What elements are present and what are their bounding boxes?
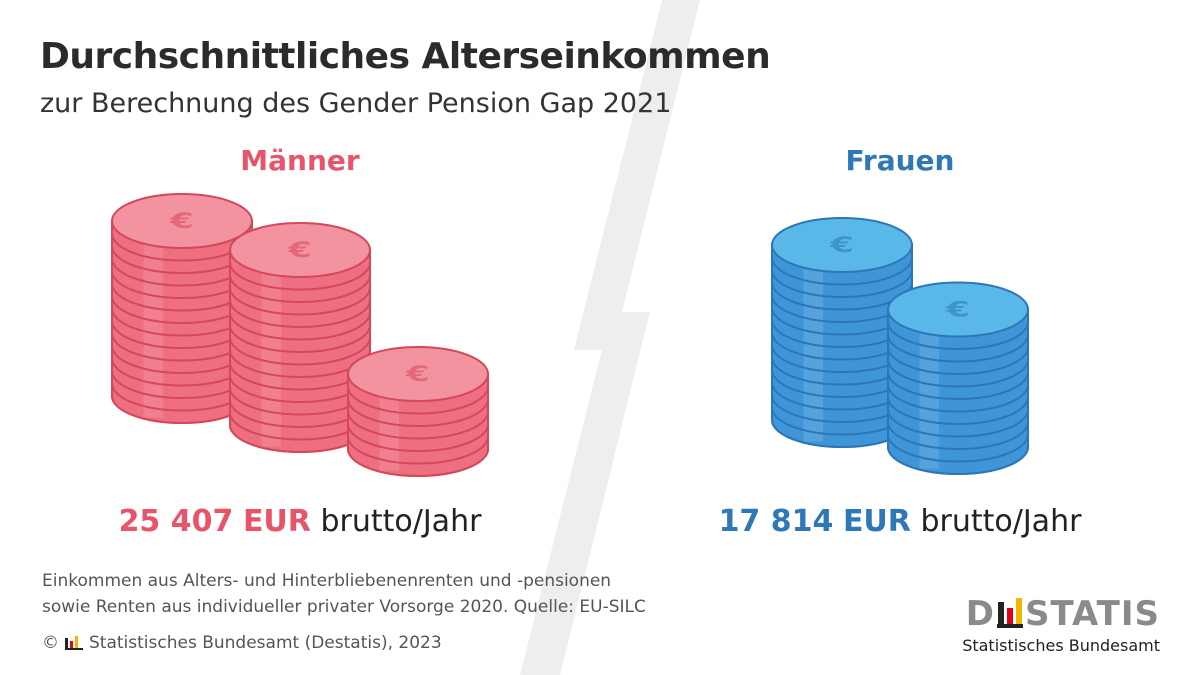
copyright-text: Statistisches Bundesamt (Destatis), 2023 bbox=[89, 633, 442, 653]
category-label-men: Männer bbox=[240, 144, 360, 177]
coin-edge-line bbox=[887, 446, 1029, 475]
chart-subtitle: zur Berechnung des Gender Pension Gap 20… bbox=[40, 88, 672, 119]
coin-edge-line bbox=[229, 299, 371, 328]
coin-top-face bbox=[887, 281, 1029, 338]
coin-edge-line bbox=[887, 421, 1029, 450]
value-number-women: 17 814 bbox=[718, 504, 834, 539]
logo-tagline: Statistisches Bundesamt bbox=[962, 636, 1160, 655]
destatis-logo: D STATIS Statistisches Bundesamt bbox=[950, 596, 1160, 655]
coin-top-face bbox=[111, 193, 253, 249]
value-unit-women: EUR bbox=[842, 504, 911, 539]
euro-coin-icon: € bbox=[287, 237, 312, 262]
destatis-wordmark: D STATIS bbox=[950, 596, 1160, 632]
chart-title: Durchschnittliches Alterseinkommen bbox=[40, 36, 771, 77]
coin-group-women: €€ bbox=[771, 217, 1029, 475]
coin-edge-line bbox=[229, 262, 371, 291]
category-label-women: Frauen bbox=[845, 144, 955, 177]
coin-edge-line bbox=[887, 346, 1029, 375]
coin-edge-line bbox=[347, 398, 489, 427]
coin-edge-line bbox=[771, 257, 913, 286]
footnote-line-1: Einkommen aus Alters- und Hinterbliebene… bbox=[42, 571, 612, 591]
value-label-men: 25 407 EUR brutto/Jahr bbox=[20, 504, 580, 539]
coin-stack-women-1: € bbox=[771, 217, 913, 448]
wordmark-end: STATIS bbox=[1024, 594, 1160, 634]
copyright-line: © Statistisches Bundesamt (Destatis), 20… bbox=[42, 633, 442, 653]
coin-edge-line bbox=[347, 436, 489, 465]
footnote-line-2: sowie Renten aus individueller privater … bbox=[42, 597, 646, 617]
coin-stack-men-3: € bbox=[347, 346, 489, 477]
coin-stack-women-2: € bbox=[887, 281, 1029, 475]
coin-top-face bbox=[347, 346, 489, 402]
coin-edge-line bbox=[887, 359, 1029, 388]
coin-stack-highlight bbox=[919, 309, 940, 469]
coin-edge-line bbox=[887, 434, 1029, 463]
coin-edge-line bbox=[887, 396, 1029, 425]
coin-edge-line bbox=[347, 386, 489, 415]
value-suffix-men: brutto/Jahr bbox=[320, 504, 482, 539]
coin-edge-line bbox=[347, 411, 489, 440]
source-footnote: Einkommen aus Alters- und Hinterbliebene… bbox=[42, 568, 646, 620]
destatis-mark-icon bbox=[65, 636, 83, 650]
coin-stack-men-2: € bbox=[229, 222, 371, 453]
value-suffix-women: brutto/Jahr bbox=[920, 504, 1082, 539]
coin-edge-line bbox=[887, 321, 1029, 350]
destatis-bars-icon bbox=[996, 598, 1023, 628]
coin-top-face bbox=[771, 217, 913, 273]
coin-edge-line bbox=[347, 423, 489, 452]
value-unit-men: EUR bbox=[242, 504, 311, 539]
copyright-symbol: © bbox=[42, 633, 59, 653]
wordmark-start: D bbox=[965, 594, 995, 634]
coin-edge-line bbox=[229, 274, 371, 303]
coin-edge-line bbox=[771, 269, 913, 298]
euro-coin-icon: € bbox=[945, 297, 970, 322]
coin-edge-line bbox=[229, 337, 371, 366]
euro-coin-icon: € bbox=[829, 232, 854, 257]
coin-edge-line bbox=[347, 448, 489, 477]
coin-edge-line bbox=[229, 324, 371, 353]
coin-edge-line bbox=[229, 312, 371, 341]
euro-coin-icon: € bbox=[169, 208, 194, 233]
coin-edge-line bbox=[887, 384, 1029, 413]
coin-stack-men-1: € bbox=[111, 193, 253, 424]
coin-edge-line bbox=[887, 371, 1029, 400]
coin-edge-line bbox=[229, 287, 371, 316]
value-label-women: 17 814 EUR brutto/Jahr bbox=[620, 504, 1180, 539]
euro-coin-icon: € bbox=[405, 361, 430, 386]
coin-group-men: € € € bbox=[111, 193, 489, 477]
coin-edge-line bbox=[887, 409, 1029, 438]
coin-top-face bbox=[229, 222, 371, 278]
value-number-men: 25 407 bbox=[118, 504, 234, 539]
coin-edge-line bbox=[887, 334, 1029, 363]
